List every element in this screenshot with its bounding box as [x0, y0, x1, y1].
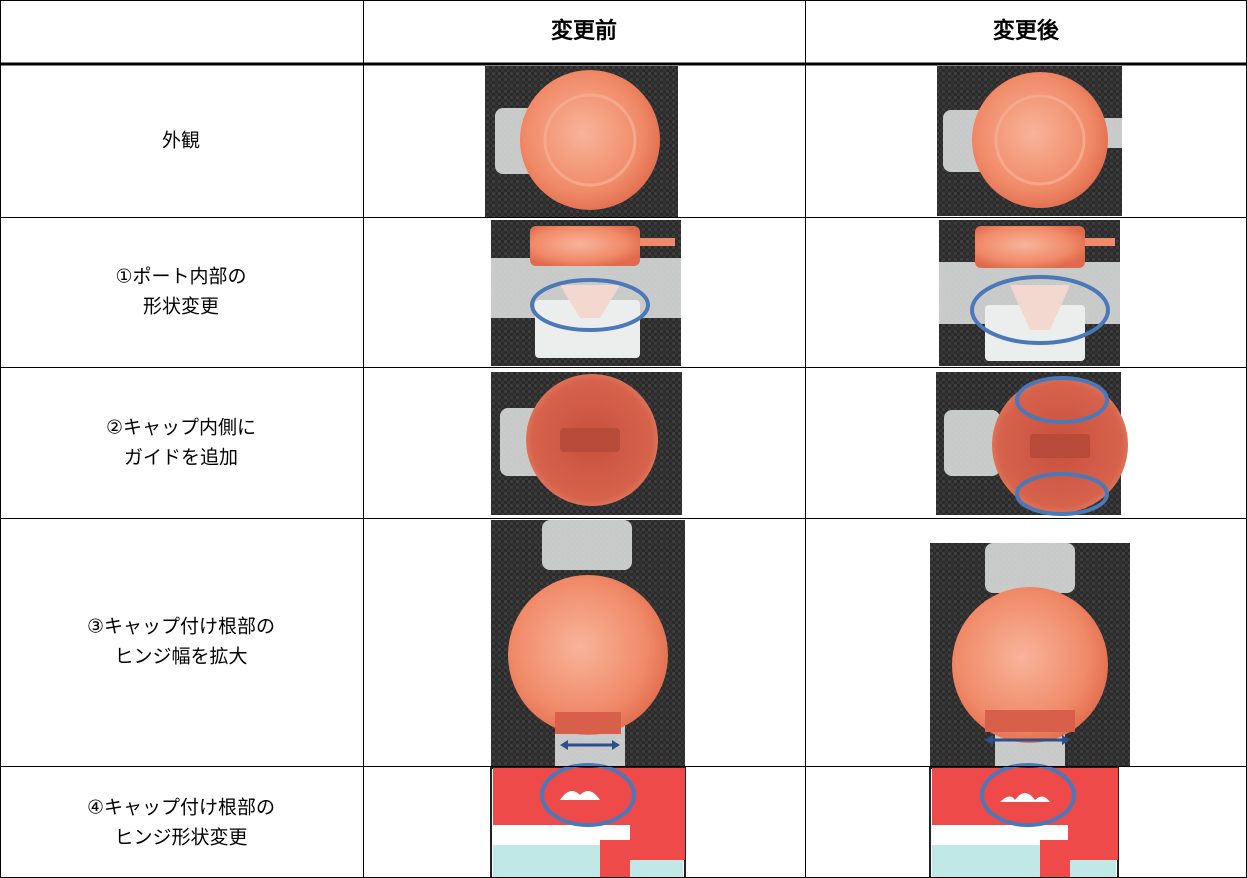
row-label: 形状変更 — [143, 296, 219, 318]
row-label: ④キャップ付け根部の — [87, 797, 275, 819]
column-header: 変更後 — [993, 18, 1060, 44]
row-label: ①ポート内部の — [115, 266, 246, 288]
photo — [491, 220, 681, 366]
row-label: ②キャップ内側に — [106, 417, 256, 439]
photo — [929, 763, 1119, 878]
photo — [491, 372, 682, 515]
row-label: 外観 — [162, 130, 200, 152]
photo — [937, 66, 1122, 216]
row-label: ヒンジ形状変更 — [114, 827, 247, 849]
photo — [936, 372, 1128, 516]
row-label: ヒンジ幅を拡大 — [114, 646, 247, 668]
column-header: 変更前 — [551, 18, 617, 44]
photo — [490, 763, 686, 878]
photo — [485, 66, 678, 217]
photo — [491, 520, 685, 766]
photo — [930, 543, 1130, 766]
row-label: ガイドを追加 — [124, 447, 238, 469]
photo — [939, 220, 1120, 366]
row-label: ③キャップ付け根部の — [87, 616, 275, 638]
